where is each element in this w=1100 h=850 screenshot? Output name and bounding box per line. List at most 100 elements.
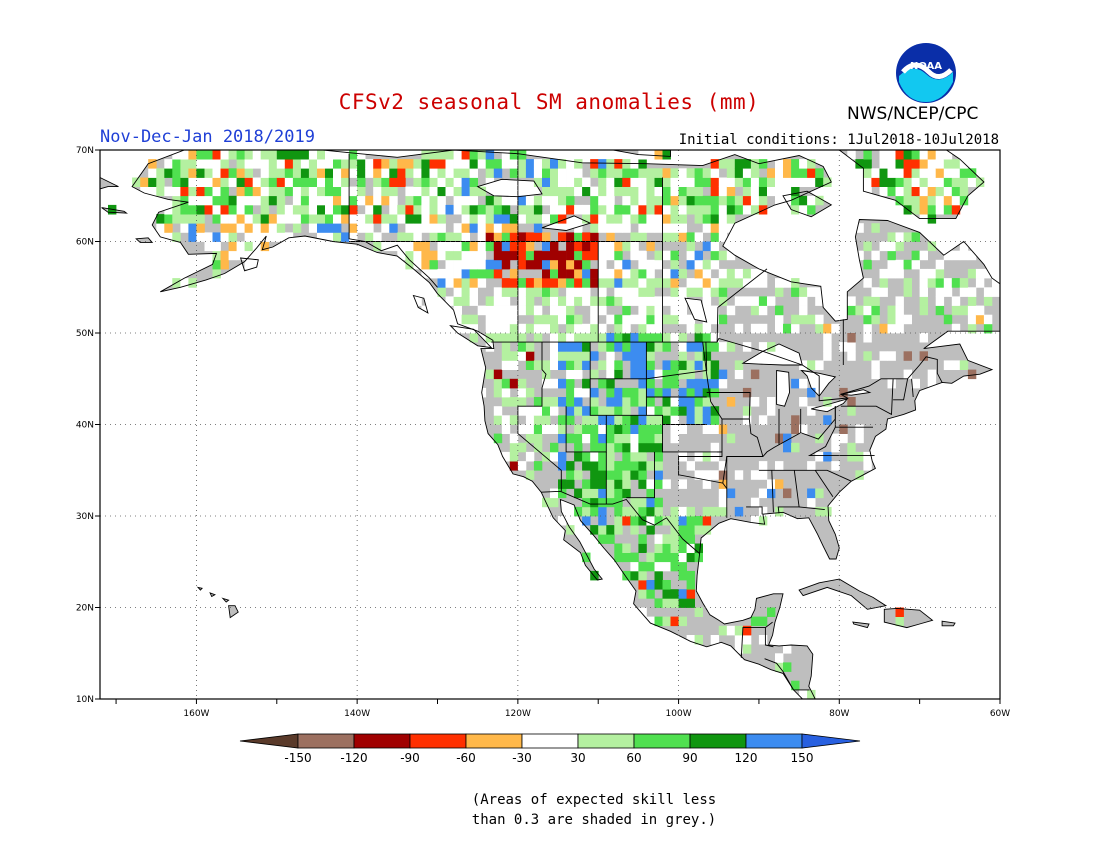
anomaly-cell [461,241,470,252]
anomaly-cell [750,177,760,187]
anomaly-cell [758,296,768,306]
anomaly-cell [542,177,551,187]
anomaly-cell [622,223,631,233]
anomaly-cell [815,287,824,297]
anomaly-cell [220,250,229,261]
anomaly-cell [775,278,784,288]
anomaly-cell [525,424,535,434]
anomaly-cell [445,278,454,288]
anomaly-cell [662,195,671,206]
lon-label: 80W [829,709,849,719]
anomaly-cell [742,186,752,197]
anomaly-cell [646,397,655,407]
anomaly-cell [678,186,687,197]
anomaly-cell [670,534,679,544]
anomaly-cell [702,516,712,526]
anomaly-cell [734,635,744,645]
anomaly-cell [493,259,503,270]
anomaly-cell [461,177,470,187]
anomaly-cell [333,195,342,206]
anomaly-cell [397,177,406,187]
anomaly-cell [630,424,639,434]
anomaly-cell [558,296,567,306]
anomaly-cell [453,278,462,288]
anomaly-cell [742,195,752,206]
anomaly-cell [662,278,671,288]
anomaly-cell [630,561,639,572]
anomaly-cell [525,323,535,334]
anomaly-cell [654,433,663,444]
anomaly-cell [333,159,342,169]
anomaly-cell [839,433,848,444]
anomaly-cell [879,150,888,160]
logo-text: NOAA [910,61,942,72]
anomaly-cell [823,506,832,517]
anomaly-cell [758,186,768,197]
anomaly-cell [212,168,221,178]
coastline-island [135,237,154,243]
anomaly-cell [750,296,760,306]
anomaly-cell [542,268,551,279]
anomaly-cell [525,259,535,270]
anomaly-cell [517,323,527,334]
anomaly-cell [308,195,318,206]
anomaly-cell [758,305,768,316]
anomaly-cell [638,580,647,590]
anomaly-cell [429,195,438,206]
anomaly-cell [895,314,904,325]
anomaly-cell [911,195,920,206]
anomaly-cell [662,223,671,233]
anomaly-cell [437,287,446,297]
anomaly-cell [654,598,663,608]
anomaly-cell [807,287,816,297]
anomaly-cell [220,204,229,215]
anomaly-cell [622,442,631,453]
anomaly-cell [855,159,864,169]
anomaly-cell [983,314,993,325]
anomaly-cell [405,259,414,270]
anomaly-cell [566,406,575,416]
anomaly-cell [558,250,567,261]
anomaly-cell [775,479,784,489]
anomaly-cell [188,159,197,169]
colorbar-tick-label: 90 [682,751,697,765]
anomaly-cell [308,204,318,215]
anomaly-cell [397,159,406,169]
anomaly-cell [871,287,880,297]
anomaly-cell [525,159,535,169]
anomaly-cell [799,378,808,389]
anomaly-cell [911,177,920,187]
border-line [771,470,774,513]
anomaly-cell [357,168,366,178]
anomaly-cell [574,323,583,334]
anomaly-cell [485,268,495,279]
anomaly-cell [951,278,961,288]
anomaly-cell [228,232,237,242]
anomaly-cell [550,214,559,224]
anomaly-cell [308,177,318,187]
anomaly-cell [598,287,607,297]
colorbar-segment [353,733,411,749]
anomaly-cell [734,177,744,187]
anomaly-cell [429,168,438,178]
anomaly-cell [212,150,221,160]
anomaly-cell [654,186,663,197]
anomaly-cell [590,250,599,261]
anomaly-cell [863,159,872,169]
anomaly-cell [252,159,262,169]
anomaly-cell [509,314,519,325]
anomaly-cell [646,525,655,535]
anomaly-cell [421,177,430,187]
anomaly-cell [919,159,928,169]
anomaly-cell [244,223,253,233]
anomaly-cell [927,378,937,389]
anomaly-cell [718,250,728,261]
anomaly-cell [831,433,840,444]
anomaly-cell [646,186,655,197]
anomaly-cell [220,214,229,224]
anomaly-cell [236,223,245,233]
anomaly-cell [533,323,543,334]
anomaly-cell [702,305,712,316]
anomaly-cell [710,241,720,252]
anomaly-cell [967,268,977,279]
